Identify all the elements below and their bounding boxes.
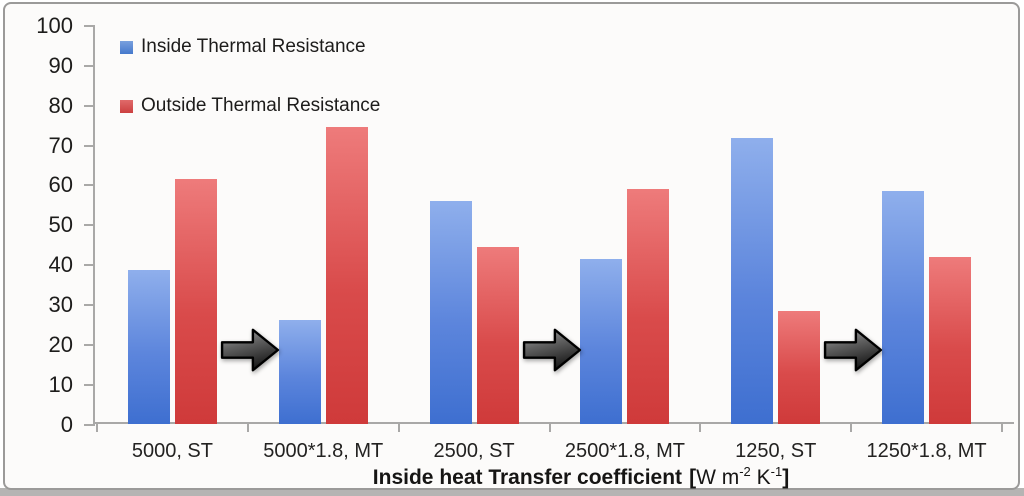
x-category-label-2500-st: 2500, ST (433, 440, 515, 462)
y-tick-mark (84, 423, 93, 426)
y-tick-label: 0 (60, 411, 73, 437)
y-tick-mark (84, 383, 93, 386)
x-tick-mark (1001, 424, 1003, 432)
legend-label-inside: Inside Thermal Resistance (141, 36, 366, 57)
bar-outside-2500-st (476, 247, 519, 424)
x-tick-mark (96, 424, 98, 432)
bar-outside-1250-st (778, 310, 821, 424)
x-axis-line (93, 422, 1014, 424)
y-tick-mark (84, 104, 93, 107)
slide-bottom-strip (0, 488, 1024, 496)
y-tick-mark (84, 264, 93, 267)
y-tick-label: 100 (36, 13, 73, 38)
right-arrow-icon (824, 328, 883, 372)
y-tick-label: 90 (48, 52, 73, 78)
x-category-label-1250-st: 1250, ST (735, 440, 817, 462)
legend-item-outside: Outside Thermal Resistance (120, 95, 380, 117)
legend-swatch-inside-icon (120, 40, 133, 54)
y-tick-mark (84, 144, 93, 147)
bar-outside-5000-st (174, 178, 217, 424)
bar-outside-5000-1-8-mt (325, 127, 368, 424)
bar-inside-1250-1-8-mt (882, 190, 925, 424)
bar-outside-1250-1-8-mt (929, 257, 972, 424)
x-tick-mark (699, 424, 702, 432)
y-tick-label: 10 (48, 371, 73, 397)
bar-inside-2500-st (429, 201, 472, 424)
y-axis-line (93, 25, 95, 426)
y-tick-mark (84, 304, 93, 307)
y-tick-label: 60 (48, 172, 73, 198)
y-tick-label: 50 (48, 212, 73, 238)
bar-inside-5000-1-8-mt (278, 320, 321, 424)
right-arrow-icon (522, 328, 581, 372)
bar-inside-2500-1-8-mt (580, 259, 623, 424)
y-tick-mark (84, 184, 93, 187)
legend-item-inside: Inside Thermal Resistance (120, 36, 366, 58)
y-tick-mark (84, 224, 93, 227)
y-tick-mark (84, 64, 93, 67)
x-axis-title-unit: [W m-2 K-1] (689, 464, 790, 489)
y-tick-mark (84, 25, 93, 27)
bar-inside-5000-st (127, 269, 170, 424)
y-tick-label: 70 (48, 132, 73, 158)
legend-label-outside: Outside Thermal Resistance (141, 95, 381, 116)
y-tick-label: 20 (48, 331, 73, 357)
x-tick-mark (850, 424, 853, 432)
right-arrow-icon (220, 328, 279, 372)
x-axis-title: Inside heat Transfer coefficient [W m-2 K… (133, 464, 1024, 490)
legend-swatch-outside-icon (120, 99, 133, 113)
x-tick-mark (548, 424, 551, 432)
y-tick-label: 40 (48, 252, 73, 278)
x-category-label-5000-st: 5000, ST (131, 440, 213, 462)
x-category-label-1250-1-8-mt: 1250*1.8, MT (866, 440, 987, 462)
y-tick-label: 30 (48, 292, 73, 318)
x-axis-title-main: Inside heat Transfer coefficient (372, 466, 683, 489)
chart-frame: 0 10 20 30 40 50 60 70 80 90 100 5000, ST 5000*1.8,… (3, 2, 1020, 490)
y-tick-mark (84, 343, 93, 346)
bar-chart: 0 10 20 30 40 50 60 70 80 90 100 5000, ST 5000*1.8,… (5, 4, 1018, 489)
bar-inside-1250-st (731, 137, 774, 424)
x-tick-mark (246, 424, 249, 432)
bar-outside-2500-1-8-mt (627, 188, 670, 424)
x-category-label-5000-1-8-mt: 5000*1.8, MT (263, 440, 384, 462)
x-tick-mark (397, 424, 400, 432)
x-category-label-2500-1-8-mt: 2500*1.8, MT (564, 440, 685, 462)
y-tick-label: 80 (48, 92, 73, 118)
